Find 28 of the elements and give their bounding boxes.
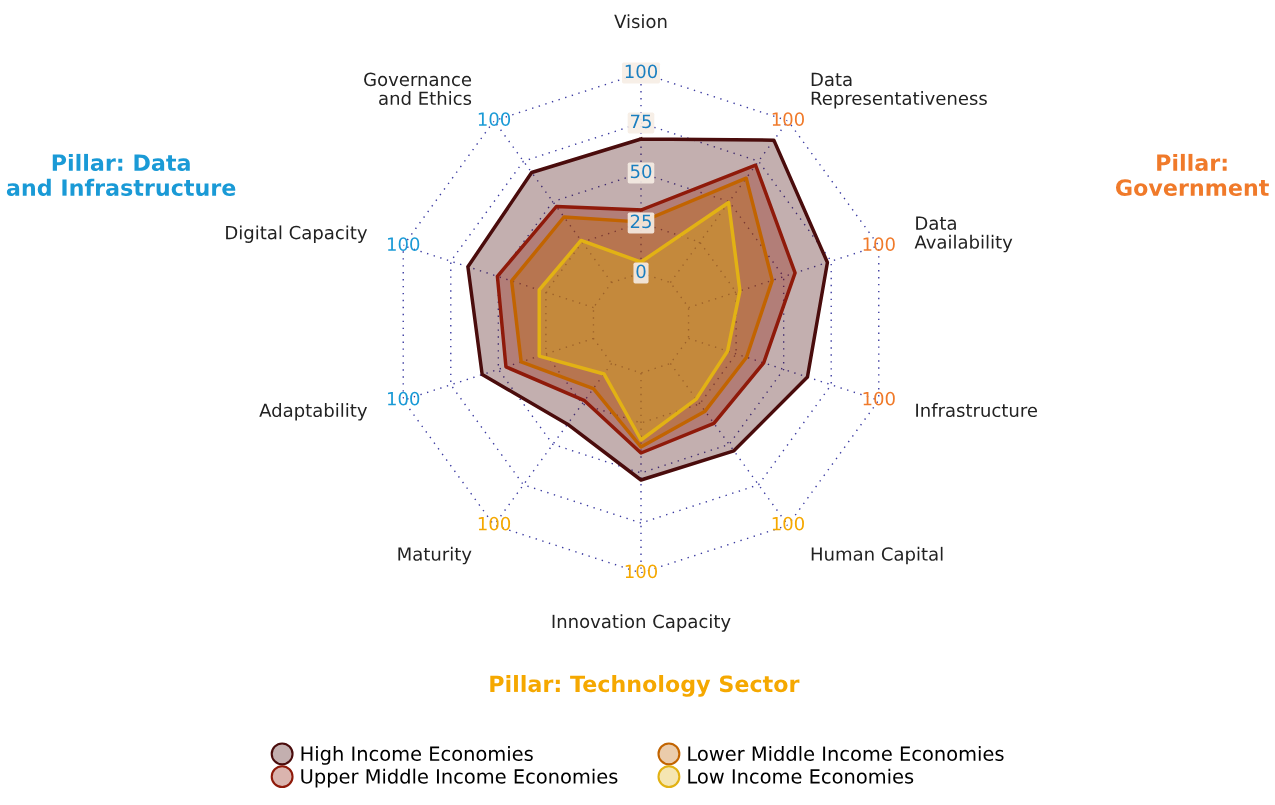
text: 100 xyxy=(478,516,511,531)
legend-label: Upper Middle Income Economies xyxy=(301,768,618,788)
text: Pillar: Government xyxy=(1115,153,1269,196)
spoke-label: Maturity xyxy=(398,546,472,565)
spoke-label: Infrastructure xyxy=(916,403,1038,418)
spoke-label: Digital Capacity xyxy=(226,225,368,243)
spoke-label: Innovation Capacity xyxy=(552,614,731,632)
text: Pillar: Data and Infrastructure xyxy=(6,153,236,196)
text: 100 xyxy=(772,516,804,531)
spoke-label: Governance and Ethics xyxy=(364,72,472,106)
text: 100 xyxy=(387,237,420,251)
legend-label: Lower Middle Income Economies xyxy=(688,745,1004,762)
y-tick-label: 0 xyxy=(636,264,646,279)
text: 100 xyxy=(478,112,511,126)
spoke-label: Data Representativeness xyxy=(811,72,987,109)
legend-label: High Income Economies xyxy=(301,745,533,765)
text: 100 xyxy=(387,391,420,406)
text: 100 xyxy=(772,112,804,126)
text: 100 xyxy=(863,237,895,251)
spoke-label: Data Availability xyxy=(914,216,1013,253)
y-tick-label: 50 xyxy=(630,164,652,179)
spoke-label: Human Capital xyxy=(811,546,943,565)
spoke-label: Vision xyxy=(614,14,667,29)
y-tick-label: 75 xyxy=(630,114,651,129)
legend-label: Low Income Economies xyxy=(688,768,914,784)
text: Pillar: Technology Sector xyxy=(490,675,800,697)
spoke-label: Adaptability xyxy=(259,403,368,421)
y-tick-label: 25 xyxy=(630,214,651,229)
